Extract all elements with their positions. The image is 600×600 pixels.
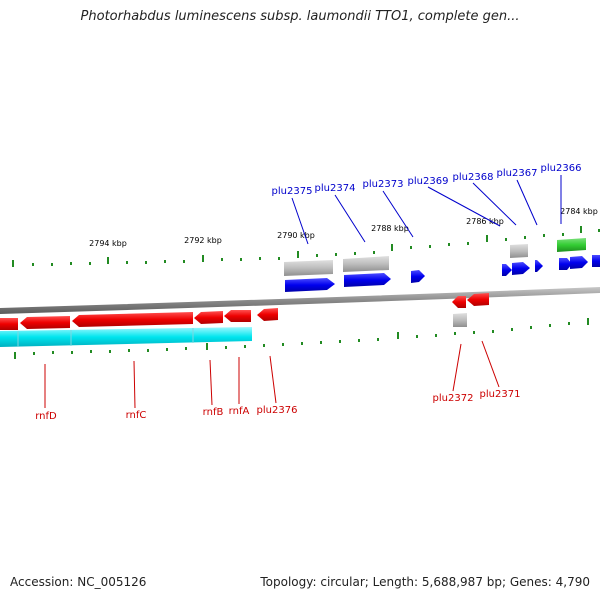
topology-text: Topology: circular; Length: 5,688,987 bp… xyxy=(260,575,590,589)
reverse-label-leaders xyxy=(44,340,500,409)
cds-plu2368[interactable] xyxy=(512,262,530,275)
gene-label-plu2369[interactable]: plu2369 xyxy=(408,176,449,187)
gene-label-plu2374[interactable]: plu2374 xyxy=(315,183,356,194)
scale-label: 2792 kbp xyxy=(184,236,222,245)
cds-plu2366[interactable] xyxy=(559,258,572,270)
gene-label-plu2375[interactable]: plu2375 xyxy=(272,186,313,197)
scale-label: 2788 kbp xyxy=(371,224,409,233)
accession-text: Accession: NC_005126 xyxy=(10,575,147,589)
gene-bars xyxy=(284,238,586,327)
cds-plu2374[interactable] xyxy=(344,273,391,287)
reverse-tick-row xyxy=(14,318,589,359)
gene-bar[interactable] xyxy=(343,256,389,272)
gene-bar[interactable] xyxy=(453,313,467,327)
cds-forward[interactable] xyxy=(570,256,588,269)
scale-label: 2784 kbp xyxy=(560,207,598,216)
cds-rnfB[interactable] xyxy=(194,311,223,324)
cds-plu2372[interactable] xyxy=(452,296,466,308)
gene-bar[interactable] xyxy=(284,260,333,276)
gene-label-plu2368[interactable]: plu2368 xyxy=(453,172,494,183)
cds-rnfA[interactable] xyxy=(224,310,251,322)
scale-label: 2794 kbp xyxy=(89,239,127,248)
gene-label-plu2371[interactable]: plu2371 xyxy=(480,389,521,400)
cds-plu2376[interactable] xyxy=(257,308,278,321)
gene-label-plu2372[interactable]: plu2372 xyxy=(433,393,474,404)
genome-backbone xyxy=(0,287,600,314)
map-title: Photorhabdus luminescens subsp. laumondi… xyxy=(80,9,520,24)
scale-label: 2786 kbp xyxy=(466,217,504,226)
cds-plu2373[interactable] xyxy=(411,270,425,283)
cds-forward[interactable] xyxy=(592,255,600,267)
cds-plu2375[interactable] xyxy=(285,278,335,292)
forward-cds-row xyxy=(285,255,600,292)
gene-label-rnfD[interactable]: rnfD xyxy=(35,411,57,422)
forward-label-leaders xyxy=(291,175,562,245)
gene-label-rnfA[interactable]: rnfA xyxy=(229,406,250,417)
gene-label-plu2366[interactable]: plu2366 xyxy=(541,163,582,174)
scale-label: 2790 kbp xyxy=(277,231,315,240)
reverse-strand-band xyxy=(0,327,252,347)
cds-plu2371[interactable] xyxy=(467,293,489,306)
gene-bar-highlight[interactable] xyxy=(557,238,586,252)
cds-rnfC[interactable] xyxy=(72,312,193,327)
cds-rnfD[interactable] xyxy=(20,316,70,329)
cds-rnfE[interactable] xyxy=(0,318,18,330)
gene-label-rnfC[interactable]: rnfC xyxy=(126,410,147,421)
gene-label-plu2376[interactable]: plu2376 xyxy=(257,405,298,416)
forward-tick-row xyxy=(12,226,600,267)
gene-label-rnfB[interactable]: rnfB xyxy=(203,407,224,418)
reverse-cds-row xyxy=(0,293,489,330)
cds-plu2367[interactable] xyxy=(535,260,543,272)
gene-bar[interactable] xyxy=(510,244,528,258)
gene-label-plu2367[interactable]: plu2367 xyxy=(497,168,538,179)
cds-plu2369[interactable] xyxy=(502,264,512,276)
gene-label-plu2373[interactable]: plu2373 xyxy=(363,179,404,190)
